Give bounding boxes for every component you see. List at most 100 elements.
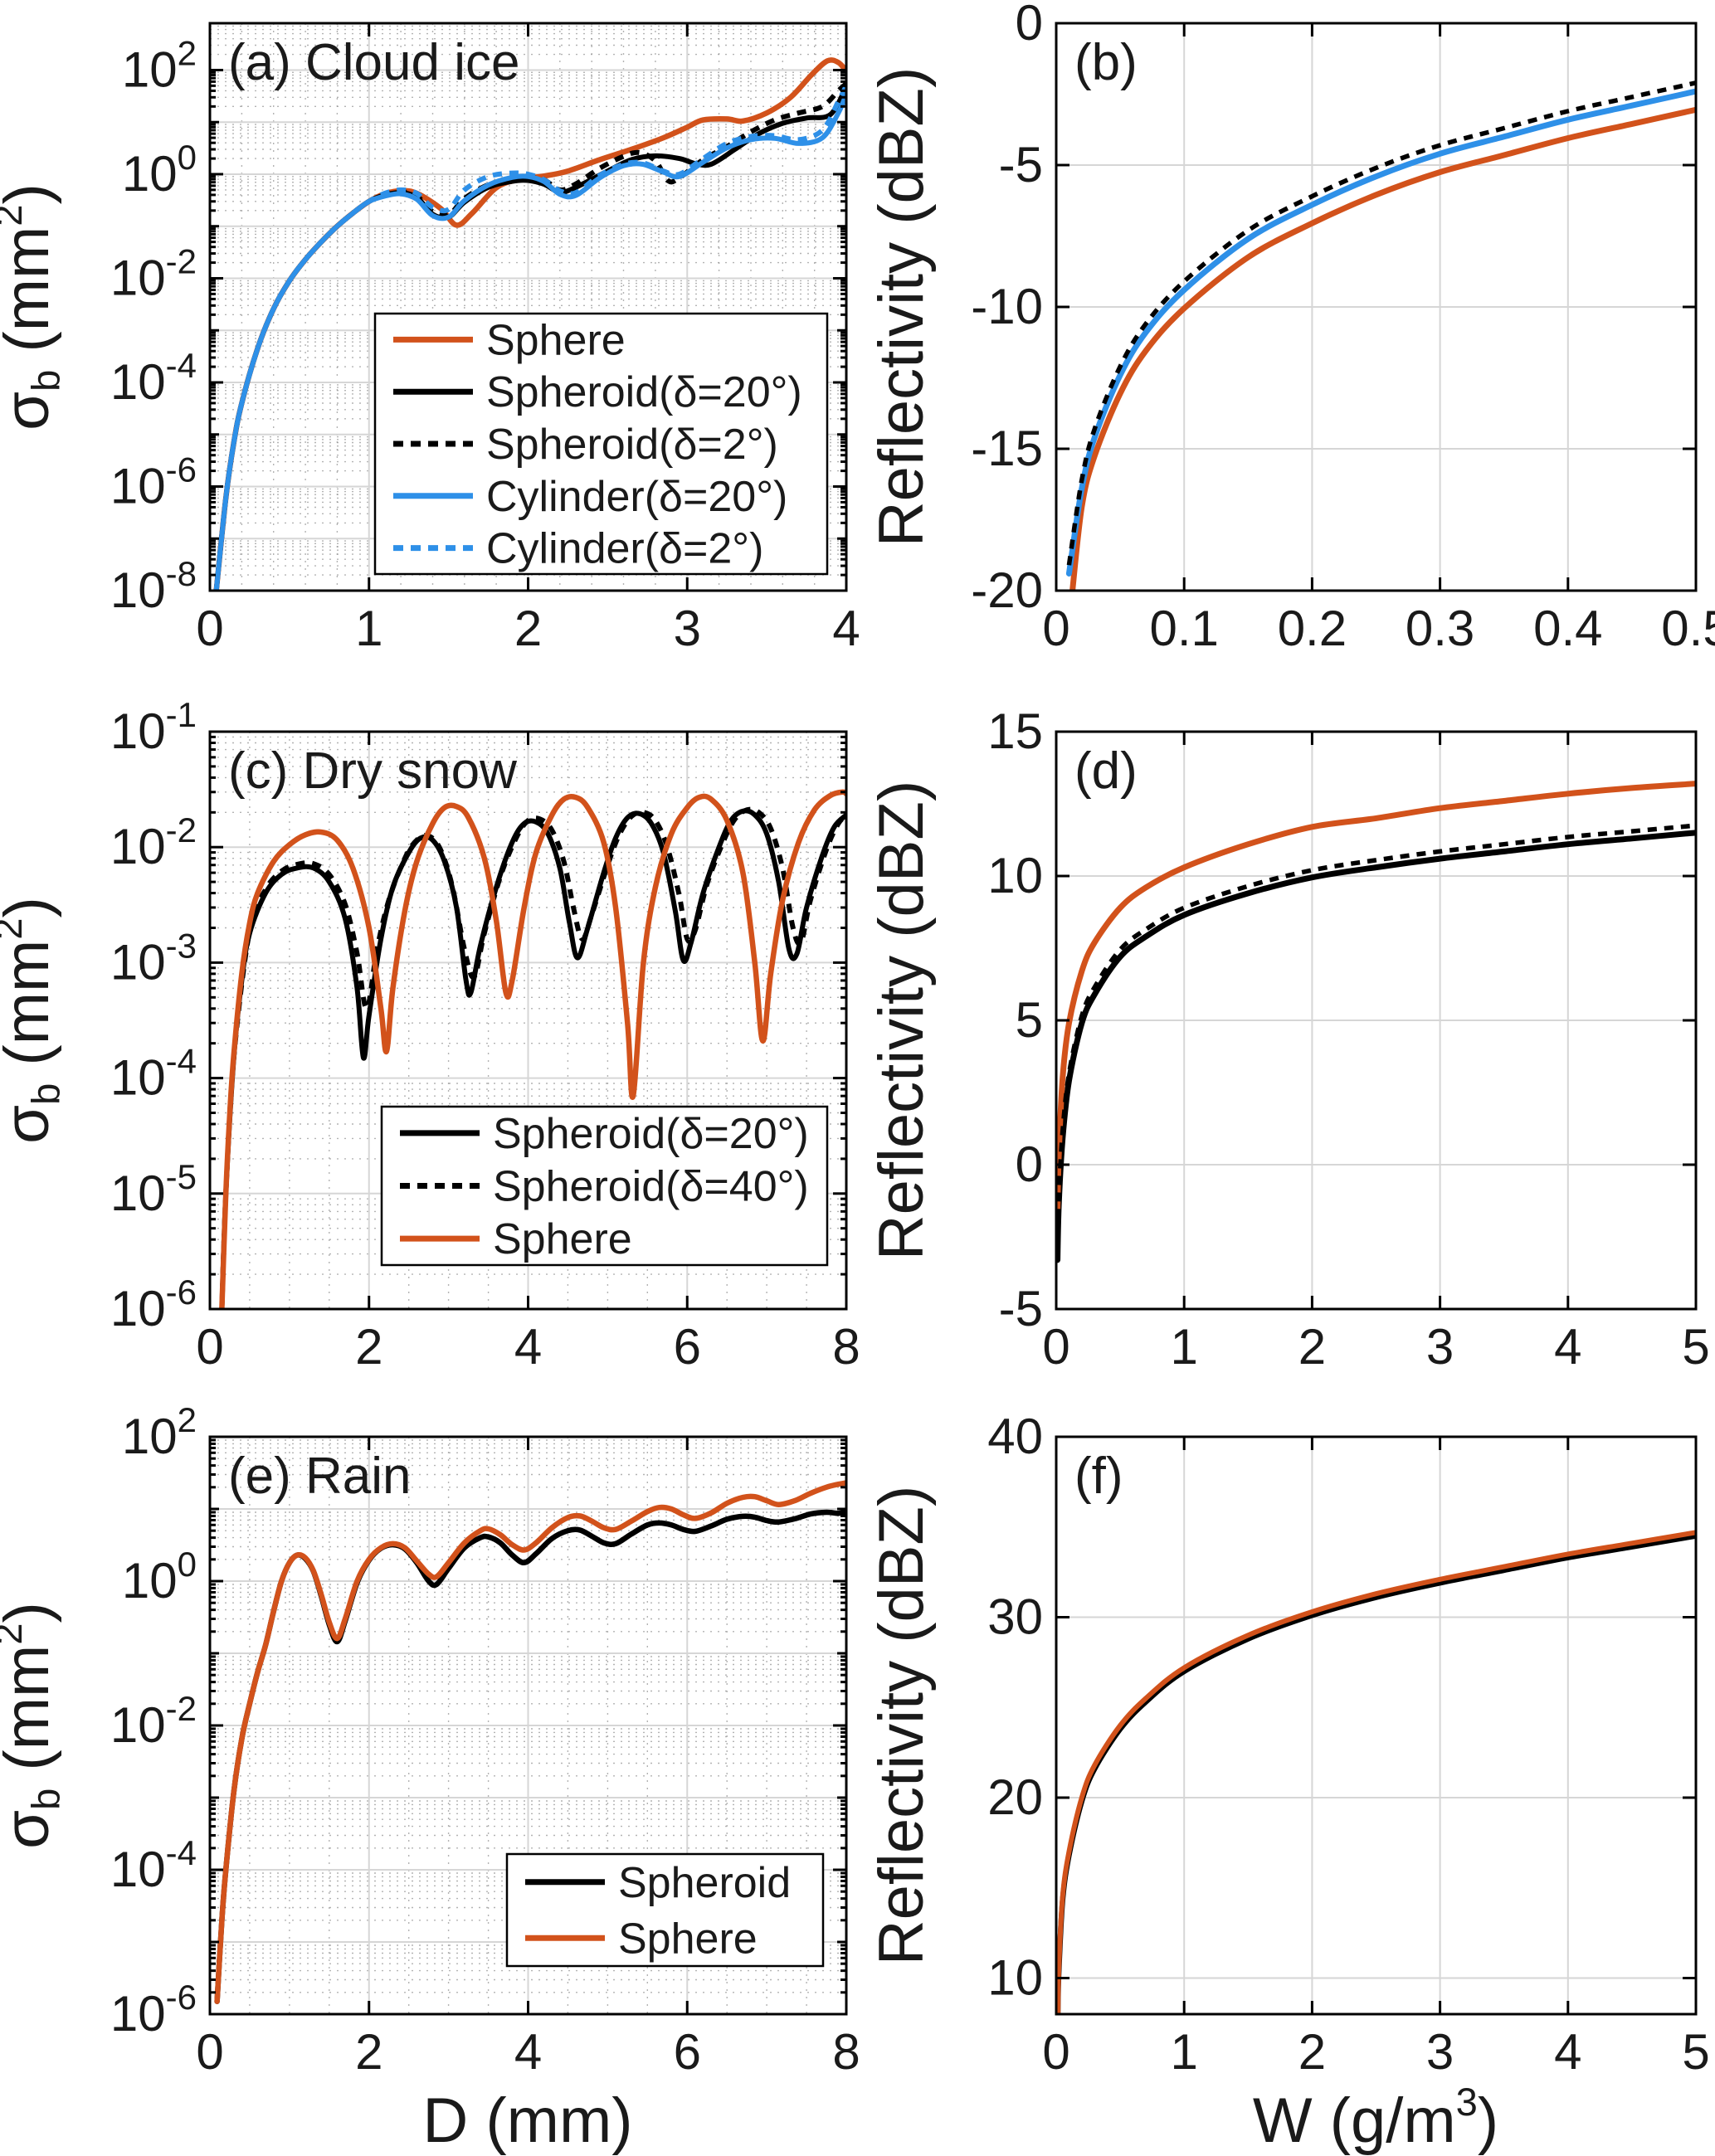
series-group-d [1056,781,1696,1263]
series-group-e [214,1480,846,2004]
panel-title-f: (f) [1074,1448,1123,1505]
legend-label: Cylinder(δ=2°) [486,525,763,573]
y-tick-label: 10 [987,848,1043,903]
series-group-a [213,57,846,591]
series-sphere-e [214,1480,846,2004]
y-tick-label: 5 [1016,992,1043,1048]
y-tick-label: 102 [122,33,197,97]
series-cylinder-20-b [1065,88,1696,577]
x-tick-label: 0 [1042,2024,1069,2080]
legend-label: Spheroid(δ=20°) [486,368,802,416]
x-tick-label: 2 [355,2024,382,2080]
x-tick-label: 3 [674,601,701,656]
series-cylinder-20-a [213,91,846,591]
x-tick-label: 6 [674,1319,701,1375]
panel-b: 0 0.1 0.2 0.3 0.4 0.5 0 -5 -10 -15 -20 (b) Reflectiv… [866,0,1715,656]
x-tick-label: 8 [832,2024,860,2080]
legend-label: Sphere [486,316,626,364]
x-tick-label: 4 [514,2024,542,2080]
y-tick-label: 10-1 [110,695,197,759]
y-tick-label: 10-2 [110,241,197,305]
y-tick-label: -5 [999,1281,1043,1336]
x-tick-label: 0.1 [1149,601,1218,656]
series-cylinder-2-a [213,85,846,591]
y-tick-label: 0 [1016,0,1043,51]
legend-label: Spheroid(δ=40°) [493,1163,809,1211]
y-tick-label: -5 [999,137,1043,192]
legend-e: Spheroid Sphere [505,1852,825,1968]
series-group-c [219,789,846,1309]
ticks-f [1055,1435,1698,2014]
series-sphere-b [1069,106,1696,591]
x-tick-label: 2 [355,1319,382,1375]
x-tick-label: 1 [1171,2024,1198,2080]
y-axis-label-d: Reflectivity (dBZ) [866,781,937,1261]
legend-label: Sphere [618,1915,758,1963]
grid-d [1056,732,1696,1309]
x-tick-label: 5 [1682,2024,1709,2080]
x-axis-label-bottom_left: D (mm) [422,2085,632,2156]
y-axis-label-e: σb​ (mm2​) [0,1602,68,1849]
series-sphere-f [1056,1530,1696,2014]
y-tick-label: 10-6 [110,1273,197,1336]
panel-title-c: (c) Dry snow [228,742,517,800]
panel-c: 0 2 4 6 8 10-6 10-5 10-4 10-3 10-2 10-1 (c) Dry sno… [0,695,860,1375]
y-axis-label-c: σb​ (mm2​) [0,897,68,1144]
x-tick-label: 0.3 [1406,601,1474,656]
ticks-b [1055,22,1698,592]
y-tick-label: 0 [1016,1136,1043,1192]
x-tick-label: 4 [832,601,860,656]
y-tick-label: -20 [971,562,1043,618]
ticks-a [208,23,848,592]
y-tick-label: 40 [987,1409,1043,1464]
panel-e: 0 2 4 6 8 10-6 10-4 10-2 100 102 (e) Rain σb​ (mm2​… [0,1400,860,2080]
x-tick-label: 0 [1042,601,1069,656]
y-tick-label: 10-5 [110,1157,197,1221]
x-tick-label: 1 [1171,1319,1198,1375]
series-sphere-c [219,789,846,1309]
legend-label: Sphere [493,1215,632,1263]
ticks-d [1055,730,1698,1311]
x-tick-label: 5 [1682,1319,1709,1375]
y-axis-label-a: σb​ (mm2​) [0,183,68,431]
series-spheroid-2-b [1066,80,1696,566]
grid-f [1056,1437,1696,2014]
ticks-c [208,730,848,1311]
x-tick-label: 0.2 [1278,601,1347,656]
x-tick-label: 4 [1554,2024,1581,2080]
panel-title-b: (b) [1074,34,1138,91]
x-tick-label: 3 [1426,2024,1454,2080]
series-spheroid-40-c [219,806,846,1309]
x-tick-label: 3 [1426,1319,1454,1375]
y-tick-label: 10-4 [110,346,197,410]
y-tick-label: 100 [122,138,197,202]
y-axis-label-f: Reflectivity (dBZ) [866,1486,937,1966]
ticks-e [208,1435,848,2016]
legend-label: Spheroid [618,1859,791,1907]
x-tick-label: 2 [1298,1319,1326,1375]
x-tick-label: 4 [514,1319,542,1375]
x-tick-label: 2 [1298,2024,1326,2080]
x-tick-label: 6 [674,2024,701,2080]
legend-label: Spheroid(δ=20°) [493,1110,809,1158]
series-spheroid-40-d [1056,823,1696,1252]
panel-title-d: (d) [1074,742,1138,800]
x-tick-label: 0.4 [1533,601,1602,656]
y-tick-label: 100 [122,1545,197,1608]
x-tick-label: 1 [355,601,382,656]
series-group-b [1065,80,1696,591]
legend-c: Spheroid(δ=20°) Spheroid(δ=40°)Sphere [380,1105,829,1267]
x-tick-label: 0 [1042,1319,1069,1375]
legend-label: Spheroid(δ=2°) [486,421,778,469]
y-tick-label: 10-2 [110,810,197,874]
y-tick-label: 30 [987,1589,1043,1645]
y-tick-label: 15 [987,703,1043,759]
y-tick-label: 10-6 [110,1978,197,2042]
x-tick-label: 2 [514,601,542,656]
x-tick-label: 0.5 [1661,601,1715,656]
panel-title-e: (e) Rain [228,1448,412,1505]
